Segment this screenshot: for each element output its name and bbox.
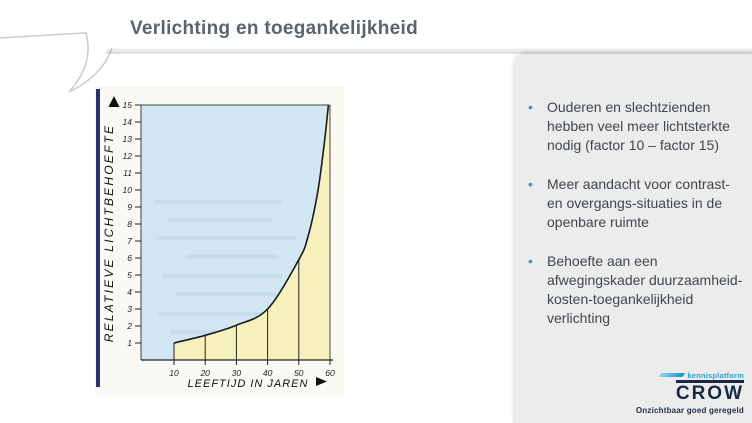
chart-figure: 1 2 3 4 5 6 7 8 9 10 11 12 13 14 15 10 20 30 40 50 60 RELATIE… [96, 88, 343, 395]
scan-artifact [158, 312, 274, 317]
y-axis-arrow-icon [108, 96, 120, 107]
list-item: • Ouderen en slechtzienden hebben veel m… [528, 98, 734, 155]
list-item: • Meer aandacht voor contrast- en overga… [528, 175, 734, 232]
y-tick-label: 4 [127, 287, 132, 297]
x-tick-label: 20 [199, 368, 210, 378]
y-tick-label: 3 [127, 304, 132, 314]
side-panel [513, 54, 752, 423]
logo-top-row: kennisplatform [636, 370, 744, 380]
y-tick-label: 11 [123, 168, 132, 178]
y-tick-label: 14 [123, 117, 133, 127]
x-tick-label: 40 [263, 368, 273, 378]
y-tick-label: 2 [126, 321, 132, 331]
x-tick-label: 50 [294, 368, 304, 378]
demand-curve [173, 104, 330, 344]
logo-tagline: Onzichtbaar goed geregeld [635, 406, 744, 415]
bullet-dot-icon: • [528, 253, 533, 269]
book-spine-bar [96, 89, 100, 387]
list-item: • Behoefte aan een afwegingskader duurza… [528, 252, 742, 328]
y-tick-label: 6 [127, 253, 132, 263]
y-tick-label: 1 [127, 338, 132, 348]
bullet-text: Behoefte aan een afwegingskader duurzaam… [547, 253, 743, 326]
speech-bubble-tail-fill [0, 33, 112, 92]
scan-artifact [154, 200, 282, 205]
bubble-top-shadow [106, 47, 752, 54]
logo-wordmark: CROW [675, 380, 744, 403]
bullet-dot-icon: • [528, 176, 533, 192]
y-tick-label: 9 [127, 202, 132, 212]
scan-artifact [186, 254, 278, 259]
scan-artifact [168, 218, 272, 223]
bullet-dot-icon: • [528, 99, 533, 115]
y-tick-label: 8 [127, 219, 132, 229]
scan-artifact [156, 236, 296, 241]
y-tick-label: 7 [127, 236, 132, 246]
x-tick-label: 60 [325, 368, 335, 378]
scan-artifact [162, 274, 282, 279]
scan-artifact [176, 292, 276, 297]
x-axis-label: LEEFTIJD IN JAREN [188, 378, 309, 390]
bullet-text: Ouderen en slechtzienden hebben veel mee… [547, 99, 730, 153]
logo-platform-label: kennisplatform [687, 370, 744, 380]
x-tick-label: 10 [169, 368, 179, 378]
logo-swoosh-icon [659, 373, 686, 377]
slide-title: Verlichting en toegankelijkheid [130, 18, 419, 39]
area-below-curve [174, 105, 330, 360]
speech-bubble-tail-outline [0, 32, 113, 93]
y-tick-label: 12 [123, 151, 133, 161]
bullet-text: Meer aandacht voor contrast- en overgang… [547, 176, 730, 230]
y-tick-label: 5 [127, 270, 132, 280]
y-axis-label: RELATIEVE LICHTBEHOEFTE [102, 124, 116, 342]
y-tick-label: 10 [123, 185, 133, 195]
bullet-list: • Ouderen en slechtzienden hebben veel m… [528, 98, 742, 348]
y-tick-label: 15 [123, 100, 133, 110]
y-tick-label: 13 [123, 134, 133, 144]
crow-logo: kennisplatform CROW Onzichtbaar goed ger… [636, 371, 744, 415]
x-tick-label: 30 [232, 368, 242, 378]
x-axis-arrow-icon [316, 377, 327, 386]
speech-bubble-tail [0, 32, 113, 93]
